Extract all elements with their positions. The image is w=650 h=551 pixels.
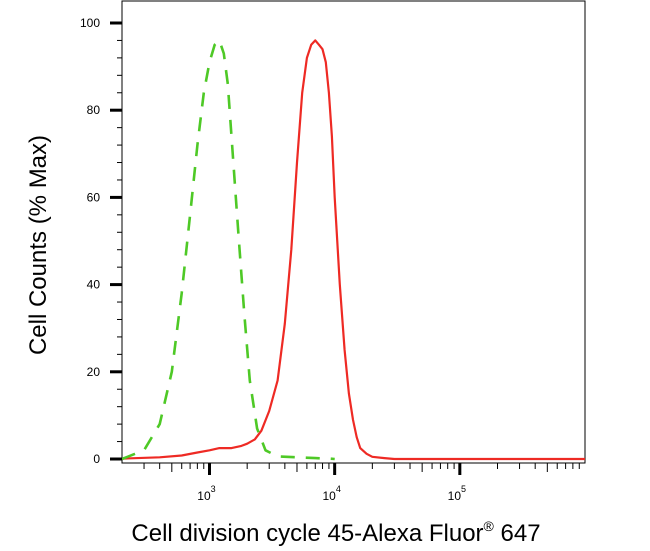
y-axis: 0 20 40 60 80 100 xyxy=(80,16,122,466)
y-tick-label: 0 xyxy=(93,452,100,466)
y-tick-label: 20 xyxy=(87,365,101,379)
x-tick-label: 104 xyxy=(322,484,340,503)
x-tick-label: 105 xyxy=(448,484,466,503)
x-tick-label-base: 10 xyxy=(322,489,336,503)
y-tick-label: 40 xyxy=(87,278,101,292)
x-axis-title-suffix: 647 xyxy=(494,520,541,547)
x-tick-label: 103 xyxy=(197,484,215,503)
x-axis: 103 104 105 xyxy=(143,463,580,503)
x-tick-label-base: 10 xyxy=(197,489,211,503)
x-tick-label-exponent: 5 xyxy=(461,484,466,494)
y-axis-title: Cell Counts (% Max) xyxy=(25,135,52,355)
series-line-1 xyxy=(121,39,335,461)
x-tick-label-base: 10 xyxy=(448,489,462,503)
series-line-0 xyxy=(121,39,585,461)
y-tick-label: 60 xyxy=(87,190,101,204)
x-tick-label-exponent: 4 xyxy=(336,484,341,494)
y-tick-label: 80 xyxy=(87,103,101,117)
histogram-curves xyxy=(121,39,585,461)
y-tick-label: 100 xyxy=(80,16,100,30)
x-axis-title-registered-mark: ® xyxy=(484,518,495,534)
x-axis-title-main: Cell division cycle 45-Alexa Fluor xyxy=(131,520,483,547)
x-axis-title: Cell division cycle 45-Alexa Fluor® 647 xyxy=(131,518,540,547)
x-tick-label-exponent: 3 xyxy=(211,484,216,494)
